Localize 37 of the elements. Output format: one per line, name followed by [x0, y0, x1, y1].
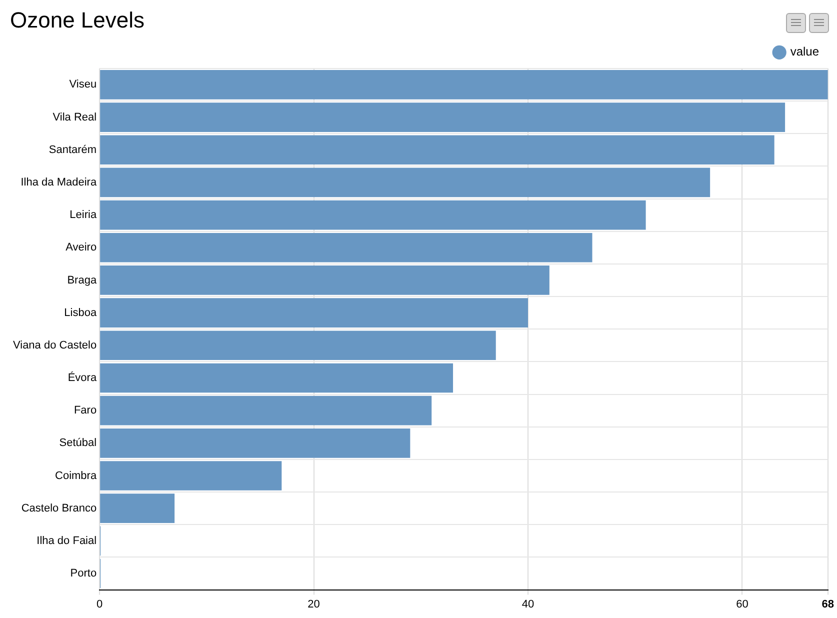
bar — [100, 70, 828, 100]
y-tick-label: Ilha do Faial — [36, 534, 97, 547]
x-tick-label: 20 — [308, 598, 320, 610]
y-tick-label: Santarém — [48, 144, 97, 156]
bar — [100, 396, 432, 426]
y-tick-label: Lisboa — [64, 306, 98, 319]
y-tick-label: Évora — [68, 371, 98, 384]
y-tick-label: Leiria — [70, 209, 98, 222]
x-tick-label: 0 — [96, 598, 103, 610]
y-tick-label: Faro — [74, 404, 97, 417]
x-tick-label: 68 — [822, 598, 834, 610]
legend-label: value — [790, 44, 820, 59]
x-tick-label: 60 — [736, 598, 748, 610]
bar — [100, 494, 175, 523]
bar — [100, 168, 710, 198]
bar — [100, 363, 454, 393]
bar — [100, 200, 646, 230]
y-tick-label: Coimbra — [55, 470, 98, 482]
bar — [100, 428, 410, 458]
bar — [100, 102, 786, 132]
chart-title: Ozone Levels — [10, 7, 145, 32]
y-tick-label: Braga — [67, 274, 98, 286]
y-tick-label: Viana do Castelo — [12, 339, 97, 352]
y-tick-label: Setúbal — [59, 437, 97, 450]
bar — [100, 232, 592, 262]
bar — [100, 330, 496, 360]
y-tick-label: Porto — [70, 568, 97, 580]
y-tick-label: Vila Real — [52, 111, 97, 124]
y-tick-label: Viseu — [69, 78, 97, 91]
y-tick-label: Aveiro — [66, 242, 97, 254]
bar — [100, 135, 774, 165]
bar — [100, 461, 282, 490]
y-tick-label: Ilha da Madeira — [20, 176, 98, 188]
x-tick-label: 40 — [522, 598, 534, 610]
bar — [100, 266, 550, 295]
bar — [100, 298, 528, 328]
y-tick-label: Castelo Branco — [21, 502, 97, 514]
